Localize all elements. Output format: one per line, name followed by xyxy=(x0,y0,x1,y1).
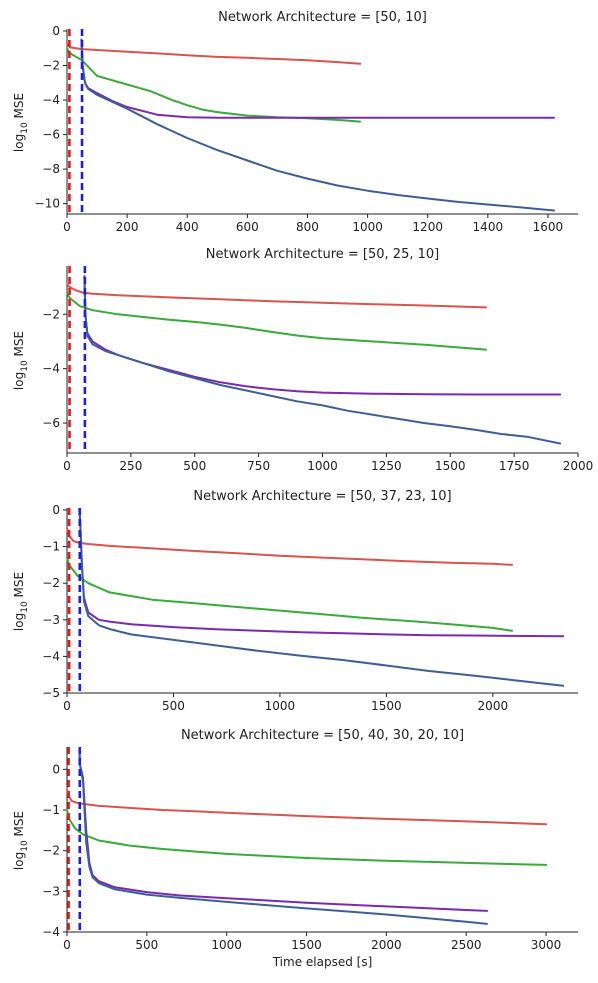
x-tick-label: 600 xyxy=(236,220,259,234)
y-tick-label: 0 xyxy=(52,24,60,38)
x-tick-label: 1250 xyxy=(371,459,402,473)
y-tick-label: −1 xyxy=(42,803,60,817)
x-tick-label: 1000 xyxy=(265,699,296,713)
x-tick-label: 0 xyxy=(63,699,71,713)
y-tick-label: −4 xyxy=(42,649,60,663)
x-tick-label: 250 xyxy=(119,459,142,473)
series-line-1 xyxy=(66,283,487,309)
series-line-3 xyxy=(78,509,565,638)
y-tick-label: −8 xyxy=(42,162,60,176)
x-tick-label: 400 xyxy=(176,220,199,234)
y-tick-label: −6 xyxy=(42,128,60,142)
y-tick-label: −2 xyxy=(42,59,60,73)
x-tick-label: 1200 xyxy=(412,220,443,234)
series-line-1 xyxy=(66,42,362,65)
x-tick-label: 1000 xyxy=(211,938,242,952)
x-tick-label: 1500 xyxy=(291,938,322,952)
x-tick-label: 1000 xyxy=(307,459,338,473)
x-tick-label: 1750 xyxy=(499,459,530,473)
series-line-2 xyxy=(66,47,362,123)
series-line-3 xyxy=(80,38,555,119)
y-tick-label: −5 xyxy=(42,686,60,700)
series-line-3 xyxy=(78,752,488,912)
y-tick-label: 0 xyxy=(52,762,60,776)
chart-title: Network Architecture = [50, 37, 23, 10] xyxy=(193,489,451,504)
y-tick-label: −4 xyxy=(42,925,60,939)
x-tick-label: 1000 xyxy=(352,220,383,234)
chart-panel-4: Network Architecture = [50, 40, 30, 20, … xyxy=(12,728,578,969)
series-line-1 xyxy=(66,788,548,826)
series-line-3 xyxy=(83,275,562,396)
x-tick-label: 200 xyxy=(116,220,139,234)
series-line-2 xyxy=(66,809,548,866)
chart-title: Network Architecture = [50, 25, 10] xyxy=(206,247,439,262)
y-axis-label: log10 MSE xyxy=(12,331,30,390)
y-tick-label: −3 xyxy=(42,613,60,627)
chart-title: Network Architecture = [50, 10] xyxy=(218,10,427,25)
y-tick-label: −3 xyxy=(42,884,60,898)
x-tick-label: 2000 xyxy=(371,938,402,952)
x-tick-label: 2500 xyxy=(451,938,482,952)
y-tick-label: −4 xyxy=(42,362,60,376)
x-tick-label: 750 xyxy=(247,459,270,473)
y-tick-label: −4 xyxy=(42,93,60,107)
x-tick-label: 800 xyxy=(296,220,319,234)
y-axis-label: log10 MSE xyxy=(12,93,30,152)
y-tick-label: −2 xyxy=(42,576,60,590)
chart-panel-2: Network Architecture = [50, 25, 10] 0 250 5… xyxy=(12,247,593,473)
x-tick-label: 500 xyxy=(162,699,185,713)
chart-panel-1: Network Architecture = [50, 10] 0 200 400 60… xyxy=(12,10,578,234)
x-tick-label: 0 xyxy=(63,220,71,234)
x-tick-label: 1500 xyxy=(435,459,466,473)
x-tick-label: 1600 xyxy=(533,220,564,234)
x-tick-label: 2000 xyxy=(563,459,594,473)
y-tick-label: −1 xyxy=(42,540,60,554)
y-tick-label: −10 xyxy=(35,197,60,211)
x-tick-label: 1400 xyxy=(473,220,504,234)
series-line-4 xyxy=(83,275,562,445)
x-tick-label: 500 xyxy=(135,938,158,952)
y-axis-label: log10 MSE xyxy=(12,811,30,870)
chart-panel-3: Network Architecture = [50, 37, 23, 10] 0… xyxy=(12,489,578,713)
series-line-4 xyxy=(78,509,565,687)
series-line-2 xyxy=(66,556,513,632)
y-tick-label: −6 xyxy=(42,416,60,430)
x-tick-label: 2000 xyxy=(478,699,509,713)
x-tick-label: 3000 xyxy=(531,938,562,952)
x-tick-label: 0 xyxy=(63,459,71,473)
series-line-4 xyxy=(78,752,488,925)
x-tick-label: 500 xyxy=(183,459,206,473)
y-tick-label: −2 xyxy=(42,844,60,858)
y-axis-label: log10 MSE xyxy=(12,572,30,631)
x-tick-label: 1500 xyxy=(371,699,402,713)
x-axis-label: Time elapsed [s] xyxy=(272,955,373,969)
y-tick-label: −2 xyxy=(42,307,60,321)
series-line-4 xyxy=(80,38,555,212)
series-line-1 xyxy=(66,527,513,566)
y-tick-label: 0 xyxy=(52,503,60,517)
chart-title: Network Architecture = [50, 40, 30, 20, … xyxy=(181,728,464,743)
x-tick-label: 0 xyxy=(63,938,71,952)
